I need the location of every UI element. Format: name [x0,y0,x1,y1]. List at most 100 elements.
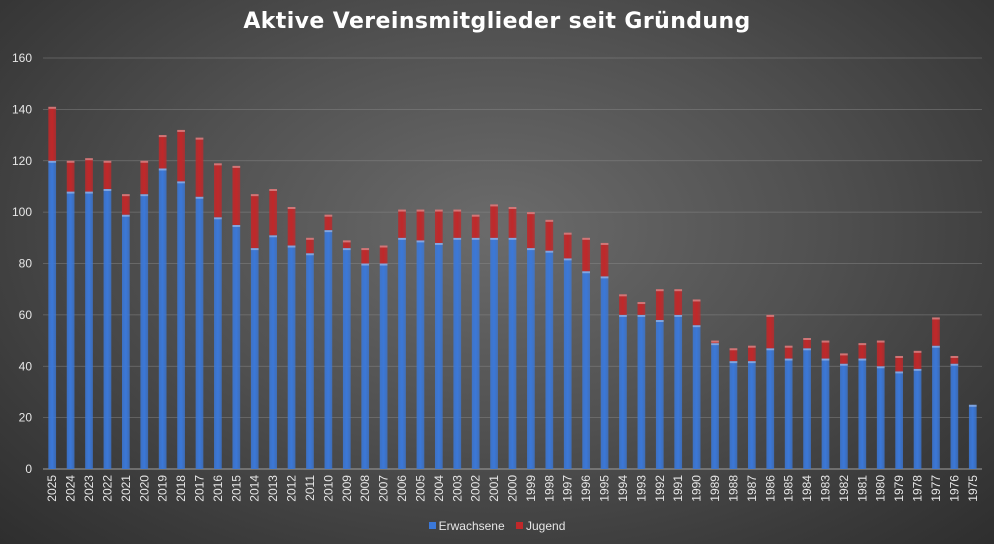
bar-highlight [655,289,664,292]
x-tick-label: 2013 [266,475,280,502]
bar-highlight [232,224,241,227]
bar-highlight [803,348,811,351]
bar-jugend-2000 [508,206,517,238]
bar-highlight [398,209,406,212]
x-tick-label: 1979 [892,475,906,502]
y-tick-label: 140 [12,102,32,116]
bar-highlight [471,237,480,240]
bar-erwachsene-1984 [803,348,811,469]
bar-erwachsene-2005 [416,240,425,469]
bar-highlight [766,348,775,351]
bar-jugend-1982 [840,353,848,364]
bar-highlight [876,366,885,369]
legend-item-erwachsene: Erwachsene [428,519,505,533]
y-axis: 0 20 40 60 80 100 120 140 160 [12,51,32,476]
bar-highlight [508,237,517,240]
bar-highlight [48,106,57,109]
bar-highlight [674,314,683,317]
bar-erwachsene-1978 [913,368,922,469]
x-tick-label: 1996 [579,475,593,502]
bar-jugend-2016 [214,163,222,218]
bar-highlight [913,368,922,371]
bar-highlight [453,209,462,212]
bar-erwachsene-1994 [619,314,627,469]
bar-jugend-1977 [932,317,940,346]
x-tick-label: 1995 [598,475,612,502]
bar-highlight [619,294,627,297]
bar-jugend-1984 [803,337,811,349]
bar-jugend-2012 [287,206,296,246]
bar-erwachsene-2000 [508,237,517,469]
bar-jugend-1993 [637,302,646,315]
legend-swatch-erwachsene [428,522,436,529]
bar-erwachsene-1988 [729,361,738,469]
bar-highlight [563,232,572,235]
x-tick-label: 2002 [469,475,483,502]
bar-erwachsene-1983 [821,358,830,469]
bar-highlight [287,206,296,209]
bar-erwachsene-2009 [342,248,351,469]
bar-highlight [729,361,738,364]
bar-highlight [85,191,93,194]
bar-jugend-1995 [600,242,609,277]
x-tick-label: 1986 [763,475,777,502]
bar-jugend-2005 [416,209,425,241]
bar-jugend-2024 [66,160,75,192]
x-tick-label: 1977 [929,475,943,502]
bar-jugend-2019 [158,135,167,169]
bar-highlight [195,137,204,140]
x-tick-label: 2016 [211,475,225,502]
x-tick-label: 1975 [966,475,980,502]
bar-erwachsene-1985 [784,358,793,469]
bar-jugend-1987 [747,345,756,362]
legend-swatch-jugend [516,522,523,529]
y-tick-label: 160 [12,51,32,65]
bar-jugend-2020 [140,160,149,195]
bar-erwachsene-1979 [895,371,904,469]
bar-erwachsene-1999 [527,248,535,469]
bar-highlight [324,230,333,233]
x-tick-label: 2018 [174,475,188,502]
bar-jugend-2018 [177,129,185,182]
x-tick-label: 2014 [248,475,262,502]
bar-highlight [158,135,167,138]
bar-highlight [527,212,535,215]
y-tick-label: 20 [19,411,33,425]
bar-highlight [398,237,406,240]
bar-highlight [784,345,793,348]
x-tick-label: 2023 [82,475,96,502]
bar-erwachsene-2017 [195,196,204,469]
bar-highlight [416,240,425,243]
bar-highlight [876,340,885,343]
bar-jugend-2002 [471,214,480,238]
x-tick-label: 1980 [874,475,888,502]
bar-jugend-1989 [711,340,719,344]
bar-jugend-1980 [876,340,885,367]
bar-erwachsene-1976 [950,363,959,469]
bar-erwachsene-1987 [747,361,756,469]
x-tick-label: 2011 [303,475,317,501]
bar-highlight [103,160,112,163]
bar-jugend-1985 [784,345,793,359]
bar-highlight [600,242,609,245]
bars [48,106,977,470]
bar-highlight [968,404,977,407]
bar-highlight [840,363,848,366]
x-tick-label: 1976 [947,475,961,502]
bar-jugend-2001 [490,204,498,238]
bar-erwachsene-2013 [269,235,278,469]
bar-highlight [287,245,296,248]
x-tick-label: 2024 [64,475,78,502]
bar-jugend-1990 [692,299,701,326]
bar-erwachsene-1975 [968,404,977,469]
x-tick-label: 2004 [432,475,446,502]
x-tick-label: 1983 [819,475,833,502]
bar-jugend-2015 [232,165,241,225]
bar-erwachsene-2006 [398,237,406,469]
bar-jugend-2004 [434,209,443,243]
x-tick-label: 2005 [413,475,427,502]
bar-erwachsene-1982 [840,363,848,469]
bar-highlight [361,248,370,251]
bar-jugend-1986 [766,314,775,349]
